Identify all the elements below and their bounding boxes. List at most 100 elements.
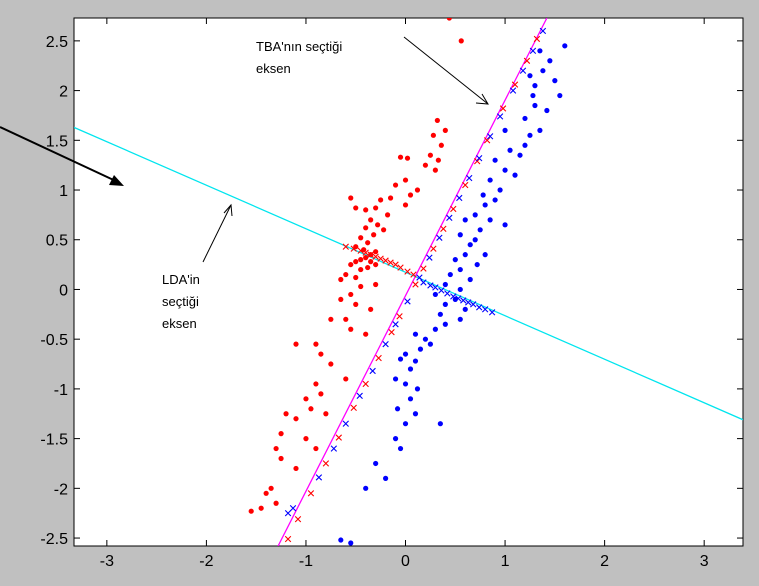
series-2-xmark-12 xyxy=(410,271,417,278)
series-3-xmark-10 xyxy=(475,304,483,311)
series-0-point-38 xyxy=(368,259,374,265)
plot-area xyxy=(73,17,744,547)
series-0-point-44 xyxy=(353,274,359,281)
series-0-point-26 xyxy=(363,225,369,231)
pca-axis-annotation: TBA'nın seçtiği eksen xyxy=(256,36,489,105)
series-3-xmark-27 xyxy=(392,321,399,328)
series-1-point-6 xyxy=(532,83,538,89)
series-1-point-20 xyxy=(512,172,518,178)
series-1-point-41 xyxy=(442,281,448,288)
series-1-point-71 xyxy=(363,485,369,491)
x-tick-label: -2 xyxy=(199,553,213,570)
series-0-point-11 xyxy=(404,155,411,161)
series-0-point-36 xyxy=(358,257,364,263)
series-1-point-49 xyxy=(442,321,448,327)
series-1-point-61 xyxy=(414,386,421,392)
pca-axis-label-line-2: eksen xyxy=(256,61,291,76)
series-0-point-67 xyxy=(283,411,289,417)
series-1-point-12 xyxy=(537,127,543,133)
series-0-point-50 xyxy=(353,301,359,307)
series-2-xmark-7 xyxy=(382,257,389,264)
series-0-point-51 xyxy=(368,306,374,312)
series-1-point-0 xyxy=(562,43,568,49)
series-0-point-76 xyxy=(273,500,279,506)
series-2-xmark-13 xyxy=(533,35,541,43)
x-tick-label: 3 xyxy=(700,553,709,570)
series-1-point-5 xyxy=(552,78,558,84)
series-0-point-69 xyxy=(303,436,309,442)
lda-axis-label-line-2: seçtiği xyxy=(162,294,199,309)
series-3-xmark-19 xyxy=(475,155,483,162)
lda-axis-label-line-1: LDA'in xyxy=(162,272,200,287)
series-1-point-26 xyxy=(472,212,478,218)
series-3-xmark-29 xyxy=(369,367,376,375)
series-0-point-16 xyxy=(387,195,394,201)
x-tick-label: 0 xyxy=(401,553,410,570)
series-1-point-39 xyxy=(447,271,453,278)
series-0-point-68 xyxy=(278,431,284,437)
series-1-point-1 xyxy=(537,48,543,54)
x-tick-label: -3 xyxy=(100,553,114,570)
series-1-point-7 xyxy=(557,92,563,99)
series-0-point-42 xyxy=(348,261,354,268)
series-1-point-16 xyxy=(507,147,513,153)
series-3-xmark-23 xyxy=(436,234,443,241)
series-1-point-19 xyxy=(502,167,508,173)
series-0-point-53 xyxy=(343,316,349,322)
series-1-point-23 xyxy=(480,192,486,198)
series-2-xmark-5 xyxy=(372,253,379,260)
series-0-point-4 xyxy=(430,132,436,138)
series-1-point-18 xyxy=(492,157,498,163)
series-0-point-61 xyxy=(313,381,319,387)
series-3-xmark-5 xyxy=(450,293,457,300)
series-3-xmark-14 xyxy=(529,47,537,55)
series-1-point-58 xyxy=(407,366,414,372)
series-1-point-42 xyxy=(457,286,463,293)
series-0-point-48 xyxy=(348,291,354,298)
series-1-point-60 xyxy=(402,381,409,387)
lda-axis-annotation: LDA'in seçtiği eksen xyxy=(162,203,233,331)
series-3-xmark-21 xyxy=(456,194,463,202)
series-0-point-2 xyxy=(434,117,440,124)
series-0-point-37 xyxy=(353,259,359,265)
series-3-xmark-22 xyxy=(446,214,453,222)
series-1-point-70 xyxy=(383,475,389,481)
series-1-point-63 xyxy=(394,406,401,412)
series-0-point-78 xyxy=(248,508,254,514)
series-0-point-6 xyxy=(427,152,434,158)
series-1-point-40 xyxy=(467,276,473,283)
series-1-point-8 xyxy=(530,92,536,99)
series-0-point-72 xyxy=(278,455,284,462)
series-3-xmark-8 xyxy=(465,299,472,306)
series-0-point-0 xyxy=(446,18,452,21)
y-tick-label: -2 xyxy=(54,481,68,498)
series-1-point-25 xyxy=(482,202,488,208)
series-3-xmark-17 xyxy=(496,113,504,120)
series-2-xmark-32 xyxy=(307,490,315,497)
y-tick-label: -0.5 xyxy=(40,332,68,349)
series-1-point-37 xyxy=(452,257,458,263)
series-1-point-15 xyxy=(522,142,528,148)
series-3-xmark-11 xyxy=(481,306,489,313)
series-2-xmark-18 xyxy=(474,157,481,165)
y-tick-label: -1.5 xyxy=(40,432,68,449)
series-0-point-66 xyxy=(293,416,299,422)
series-3-xmark-34 xyxy=(289,505,297,512)
series-1-point-48 xyxy=(457,316,463,322)
series-0-point-45 xyxy=(338,276,344,283)
series-3-xmark-26 xyxy=(404,298,411,305)
y-tick-label: 2.5 xyxy=(46,34,68,51)
series-1-point-24 xyxy=(492,197,498,203)
series-1-point-9 xyxy=(532,102,538,109)
series-0-point-15 xyxy=(407,192,414,198)
series-2-xmark-9 xyxy=(392,261,399,268)
series-0-point-30 xyxy=(365,240,371,246)
series-2-xmark-10 xyxy=(397,264,404,271)
series-3-xmark-6 xyxy=(455,295,462,302)
series-2-xmark-6 xyxy=(377,255,384,262)
series-2-xmark-22 xyxy=(430,245,437,252)
series-1-point-34 xyxy=(462,252,468,258)
x-tick-label: 2 xyxy=(600,553,609,570)
lda-axis-line xyxy=(74,126,743,421)
series-2-xmark-28 xyxy=(362,380,369,388)
